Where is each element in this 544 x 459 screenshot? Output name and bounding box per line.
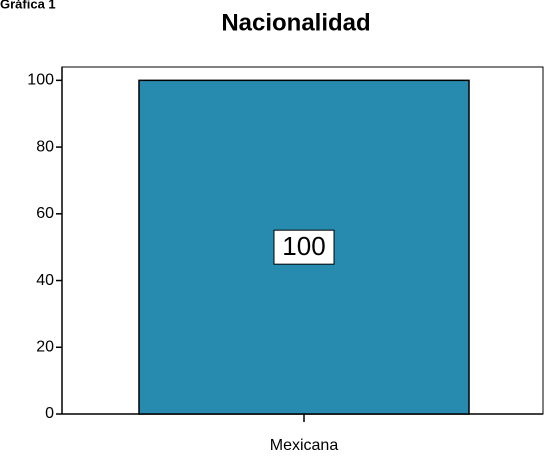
y-tick-label: 100 [27,72,54,89]
x-tick-label: Mexicana [270,437,339,454]
chart-title: Nacionalidad [221,9,370,36]
y-tick-label: 80 [36,138,54,155]
data-label-box [273,229,335,265]
data-label: 100 [282,231,325,261]
y-tick-label: 40 [36,272,54,289]
y-tick-label: 60 [36,205,54,222]
y-tick-label: 20 [36,338,54,355]
y-tick-label: 0 [45,405,54,422]
figure-label: Gráfica 1 [0,0,56,11]
